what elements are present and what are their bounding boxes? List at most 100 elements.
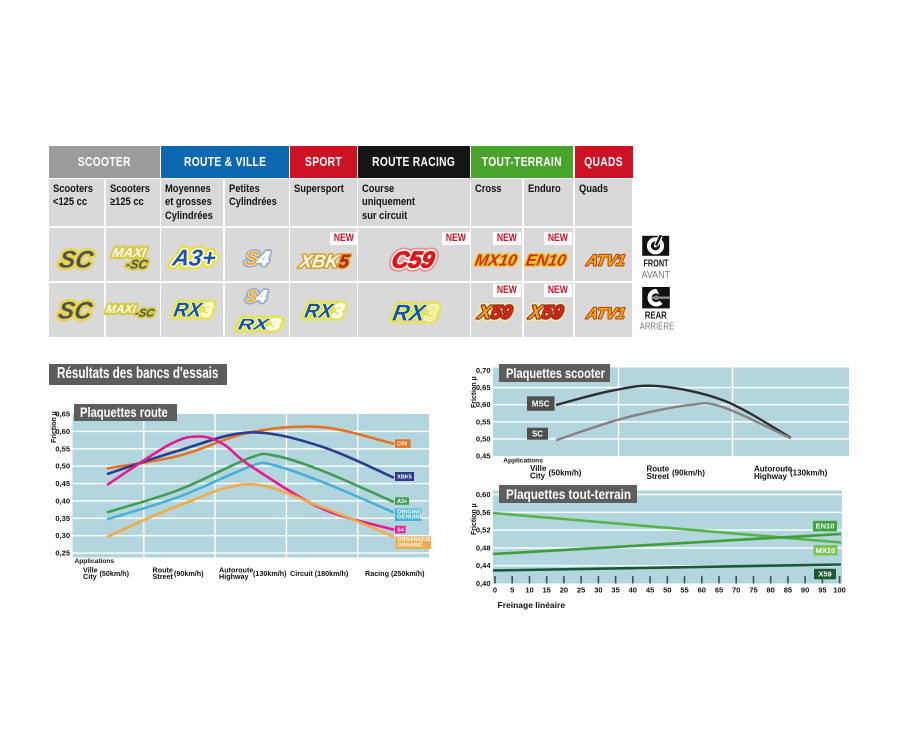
svg-text:100: 100 xyxy=(833,586,846,595)
svg-text:70: 70 xyxy=(732,586,740,595)
svg-text:(90km/h): (90km/h) xyxy=(174,569,204,578)
svg-text:90: 90 xyxy=(801,586,809,595)
svg-text:Ville: Ville xyxy=(530,464,547,473)
svg-text:Street: Street xyxy=(153,572,174,581)
svg-text:X59: X59 xyxy=(526,302,565,323)
svg-text:0,60: 0,60 xyxy=(476,490,491,499)
svg-text:ARRIÈRE: ARRIÈRE xyxy=(640,320,675,333)
svg-text:X59: X59 xyxy=(475,302,514,323)
svg-text:ORIGINE: ORIGINE xyxy=(397,509,422,515)
svg-text:City: City xyxy=(530,472,546,481)
svg-text:40: 40 xyxy=(629,586,637,595)
svg-text:MAXI: MAXI xyxy=(105,302,138,316)
svg-text:(90km/h): (90km/h) xyxy=(672,469,705,478)
svg-text:30: 30 xyxy=(594,586,602,595)
svg-text:S4: S4 xyxy=(243,248,271,270)
svg-text:Applications: Applications xyxy=(75,558,115,565)
svg-text:80: 80 xyxy=(767,586,775,595)
svg-text:X59: X59 xyxy=(526,302,565,323)
svg-text:RX3: RX3 xyxy=(303,300,346,322)
svg-text:-SC: -SC xyxy=(124,258,149,272)
svg-text:Route: Route xyxy=(153,566,173,575)
svg-text:85: 85 xyxy=(784,586,792,595)
svg-text:ATV1: ATV1 xyxy=(584,305,626,322)
svg-text:45: 45 xyxy=(646,586,654,595)
svg-text:60: 60 xyxy=(698,586,706,595)
svg-text:MX10: MX10 xyxy=(816,546,836,555)
svg-text:0,55: 0,55 xyxy=(476,417,491,426)
svg-text:C59: C59 xyxy=(390,246,437,272)
svg-text:(50km/h): (50km/h) xyxy=(100,569,130,578)
svg-text:0,30: 0,30 xyxy=(55,531,70,540)
svg-text:S4: S4 xyxy=(245,287,269,306)
svg-text:5: 5 xyxy=(510,586,514,595)
svg-text:REAR: REAR xyxy=(645,309,667,321)
svg-text:Racing (250km/h): Racing (250km/h) xyxy=(365,569,425,578)
svg-text:C59: C59 xyxy=(397,442,407,448)
svg-text:-SC: -SC xyxy=(134,308,156,320)
svg-text:Highway: Highway xyxy=(219,572,249,581)
svg-text:0,35: 0,35 xyxy=(55,514,70,523)
svg-text:65: 65 xyxy=(715,586,723,595)
svg-text:0,65: 0,65 xyxy=(55,410,70,419)
svg-text:MAXI: MAXI xyxy=(110,245,148,260)
svg-text:Autoroute: Autoroute xyxy=(754,465,793,474)
svg-text:0,40: 0,40 xyxy=(476,579,491,588)
svg-text:A3+: A3+ xyxy=(170,245,219,271)
svg-text:RX3: RX3 xyxy=(237,316,282,333)
svg-text:0,55: 0,55 xyxy=(55,444,70,453)
svg-text:Route: Route xyxy=(647,465,670,474)
svg-text:95: 95 xyxy=(818,586,826,595)
svg-text:25: 25 xyxy=(577,586,585,595)
svg-text:0,45: 0,45 xyxy=(55,479,70,488)
svg-text:0,44: 0,44 xyxy=(476,561,491,570)
svg-text:Freinage linéaire: Freinage linéaire xyxy=(498,600,566,610)
svg-text:20: 20 xyxy=(560,586,568,595)
svg-text:0: 0 xyxy=(493,586,497,595)
svg-text:GENUINE: GENUINE xyxy=(397,515,424,521)
svg-text:0,70: 0,70 xyxy=(476,366,491,375)
svg-text:75: 75 xyxy=(749,586,757,595)
svg-text:City: City xyxy=(83,572,97,581)
svg-text:0,56: 0,56 xyxy=(476,508,491,517)
svg-text:X59: X59 xyxy=(475,302,514,323)
svg-text:Circuit (180km/h): Circuit (180km/h) xyxy=(290,569,349,578)
svg-text:XBK5: XBK5 xyxy=(397,475,412,481)
svg-text:0,25: 0,25 xyxy=(55,549,70,558)
svg-text:Applications: Applications xyxy=(503,457,543,464)
svg-text:Ville: Ville xyxy=(83,566,98,575)
svg-text:10: 10 xyxy=(525,586,533,595)
svg-text:Autoroute: Autoroute xyxy=(219,566,253,575)
svg-text:0,60: 0,60 xyxy=(55,427,70,436)
svg-text:A3+: A3+ xyxy=(397,499,408,505)
svg-text:Highway: Highway xyxy=(754,472,787,481)
svg-text:MX10: MX10 xyxy=(474,252,519,270)
svg-text:RX3: RX3 xyxy=(171,300,214,322)
svg-text:RX3: RX3 xyxy=(303,300,346,322)
svg-text:0,40: 0,40 xyxy=(55,496,70,505)
svg-text:(130km/h): (130km/h) xyxy=(790,469,828,478)
svg-text:EN10: EN10 xyxy=(525,252,568,270)
svg-text:Friction µ: Friction µ xyxy=(471,376,478,408)
svg-text:EN10: EN10 xyxy=(816,522,835,531)
svg-text:RX3: RX3 xyxy=(237,316,282,333)
svg-text:A3+: A3+ xyxy=(170,245,219,271)
svg-text:0,45: 0,45 xyxy=(476,452,491,461)
svg-text:0,50: 0,50 xyxy=(476,434,491,443)
svg-text:AVANT: AVANT xyxy=(642,270,671,281)
svg-text:0,60: 0,60 xyxy=(476,400,491,409)
svg-text:RX3: RX3 xyxy=(171,300,214,322)
svg-text:35: 35 xyxy=(611,586,619,595)
svg-text:XBK5: XBK5 xyxy=(297,250,352,271)
svg-text:X59: X59 xyxy=(818,570,831,579)
svg-text:0,52: 0,52 xyxy=(476,526,491,535)
svg-text:ORGANIQUE: ORGANIQUE xyxy=(398,537,432,543)
svg-text:0,48: 0,48 xyxy=(476,543,491,552)
svg-text:50: 50 xyxy=(663,586,671,595)
svg-text:SC: SC xyxy=(532,430,543,439)
svg-text:Friction µ: Friction µ xyxy=(51,411,58,443)
svg-text:55: 55 xyxy=(680,586,688,595)
svg-text:(50km/h): (50km/h) xyxy=(549,469,582,478)
svg-text:S4: S4 xyxy=(245,287,268,306)
svg-text:MSC: MSC xyxy=(532,399,550,408)
